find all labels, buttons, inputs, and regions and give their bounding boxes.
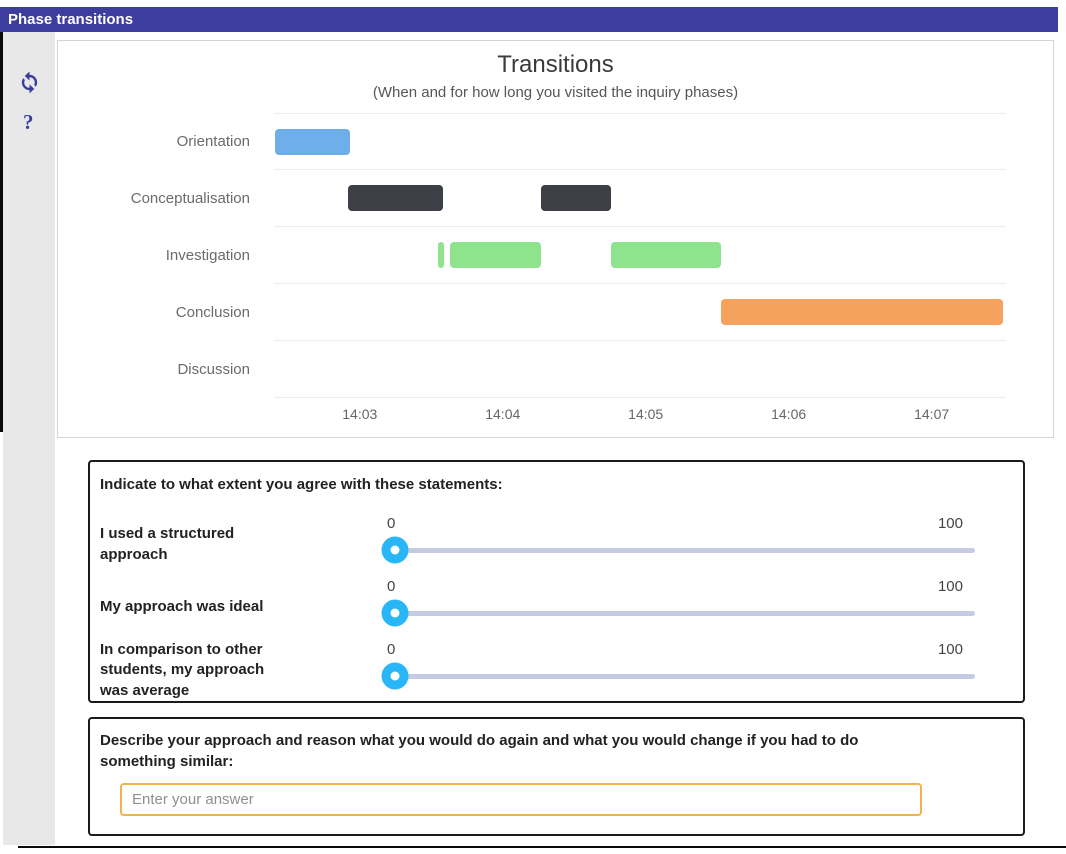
row-track <box>274 113 1006 170</box>
left-edge-divider <box>0 32 3 432</box>
slider-max-label: 100 <box>937 578 963 595</box>
slider-min-label: 0 <box>387 641 396 658</box>
x-tick-label: 14:05 <box>628 406 664 422</box>
survey-box: Indicate to what extent you agree with t… <box>88 460 1025 703</box>
slider-min-label: 0 <box>387 515 396 532</box>
row-label: Conceptualisation <box>130 190 250 207</box>
chart-x-axis: 14:03 14:04 14:05 14:06 14:07 <box>274 398 1006 426</box>
row-track <box>274 227 1006 284</box>
phase-bar-investigation <box>611 242 722 268</box>
chart-row: Conceptualisation <box>58 170 1006 227</box>
app-title: Phase transitions <box>8 11 134 28</box>
slider-label: In comparison to other students, my appr… <box>100 641 265 699</box>
slider-row: My approach was ideal 0 100 <box>90 576 1023 639</box>
bottom-divider <box>18 846 1066 848</box>
slider-handle-dot <box>390 671 400 681</box>
refresh-button[interactable] <box>18 70 42 94</box>
row-label: Discussion <box>177 361 250 378</box>
slider-label: My approach was ideal <box>100 598 264 616</box>
row-label: Conclusion <box>175 304 250 321</box>
chart-title: Transitions <box>497 51 614 78</box>
slider-handle[interactable] <box>381 536 409 564</box>
row-track <box>274 341 1006 398</box>
phase-bar-conclusion <box>721 299 1004 325</box>
slider-handle-dot <box>390 545 400 555</box>
slider-handle[interactable] <box>381 662 409 690</box>
chart-row: Investigation <box>58 227 1006 284</box>
chart-rows: Orientation Conceptualisation Investigatio… <box>58 113 1006 398</box>
chart-subtitle: (When and for how long you visited the i… <box>372 84 739 101</box>
transitions-chart-panel: Transitions (When and for how long you v… <box>57 40 1054 438</box>
slider-row: I used a structured approach 0 100 <box>90 513 1023 576</box>
slider-row: In comparison to other students, my appr… <box>90 639 1023 702</box>
slider-track[interactable] <box>381 662 975 690</box>
answer-prompt: Describe your approach and reason what y… <box>100 732 859 770</box>
row-label: Orientation <box>176 133 250 150</box>
x-tick-label: 14:06 <box>771 406 807 422</box>
slider-label: I used a structured approach <box>100 525 235 563</box>
x-tick-label: 14:07 <box>914 406 950 422</box>
slider: 0 100 <box>381 639 975 702</box>
x-tick-label: 14:04 <box>485 406 521 422</box>
slider: 0 100 <box>381 513 975 576</box>
phase-bar-investigation <box>438 242 445 268</box>
phase-bar-conceptualisation <box>541 185 612 211</box>
phase-bar-orientation <box>275 128 350 155</box>
row-track <box>274 284 1006 341</box>
chart-row: Conclusion <box>58 284 1006 341</box>
slider-track[interactable] <box>381 599 975 627</box>
app-header: Phase transitions <box>0 7 1058 32</box>
slider-min-label: 0 <box>387 578 396 595</box>
phase-bar-investigation <box>449 242 542 268</box>
chart-row: Orientation <box>58 113 1006 170</box>
slider-list: I used a structured approach 0 100 My appro… <box>90 513 1023 702</box>
refresh-icon <box>18 71 41 97</box>
phase-bar-conceptualisation <box>348 185 443 211</box>
slider: 0 100 <box>381 576 975 639</box>
x-tick-label: 14:03 <box>342 406 378 422</box>
help-button[interactable]: ? <box>23 110 34 135</box>
row-track <box>274 170 1006 227</box>
row-label: Investigation <box>165 247 250 264</box>
answer-input[interactable] <box>120 783 922 816</box>
slider-track[interactable] <box>381 536 975 564</box>
chart-row: Discussion <box>58 341 1006 398</box>
survey-title: Indicate to what extent you agree with t… <box>100 476 503 493</box>
sidebar: ? <box>3 32 55 845</box>
question-mark-icon: ? <box>23 110 34 134</box>
slider-handle-dot <box>390 608 400 618</box>
slider-max-label: 100 <box>937 515 963 532</box>
slider-max-label: 100 <box>937 641 963 658</box>
answer-box: Describe your approach and reason what y… <box>88 717 1025 836</box>
slider-handle[interactable] <box>381 599 409 627</box>
